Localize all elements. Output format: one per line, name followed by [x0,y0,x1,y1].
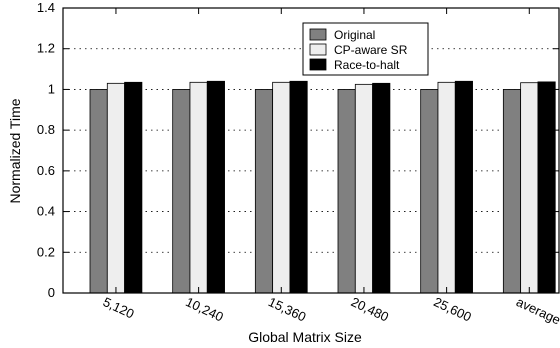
bar [437,81,456,294]
legend-swatch [309,28,327,41]
legend-swatch [309,43,327,56]
bar [189,81,208,294]
bar [454,80,473,294]
x-axis-title: Global Matrix Size [248,329,362,345]
y-tick-label: 0.6 [37,163,55,178]
bar [172,89,191,294]
bar [537,81,556,294]
bar [337,89,356,294]
bar [420,89,439,294]
bar [372,82,391,294]
y-tick-labels: 0 0.2 0.4 0.6 0.8 1 1.2 1.4 [37,0,55,300]
x-tick-label: 25,600 [431,294,473,324]
y-tick-label: 1.2 [37,41,55,56]
bar [272,81,291,294]
y-tick-label: 0 [48,285,55,300]
bar [254,89,274,294]
bar [502,89,522,294]
bar [289,80,308,294]
bar [206,80,225,294]
bar [106,82,126,294]
legend-label: Race-to-halt [334,58,400,72]
x-tick-label: 10,240 [183,294,225,324]
y-tick-label: 0.4 [37,204,55,219]
x-tick-label: average [514,294,560,327]
bar [89,89,108,294]
bar [124,81,143,294]
x-tick-label: 15,360 [266,294,308,324]
plot-frame [62,7,560,294]
y-tick-label: 0.2 [37,244,55,259]
y-axis-title: Normalized Time [7,98,23,203]
x-tick-labels: 5,120 10,240 15,360 20,480 25,600 average [101,294,560,327]
bars [89,80,556,294]
x-tick-label: 5,120 [101,294,137,321]
y-tick-label: 1 [48,81,55,96]
legend-label: CP-aware SR [334,43,408,57]
y-tick-label: 0.8 [37,122,55,137]
bar [520,82,539,294]
axes [62,7,560,294]
legend-label: Original [334,28,375,42]
bar [354,83,373,294]
legend-swatch [309,58,327,71]
x-tick-label: 20,480 [349,294,391,324]
y-tick-label: 1.4 [37,0,55,15]
